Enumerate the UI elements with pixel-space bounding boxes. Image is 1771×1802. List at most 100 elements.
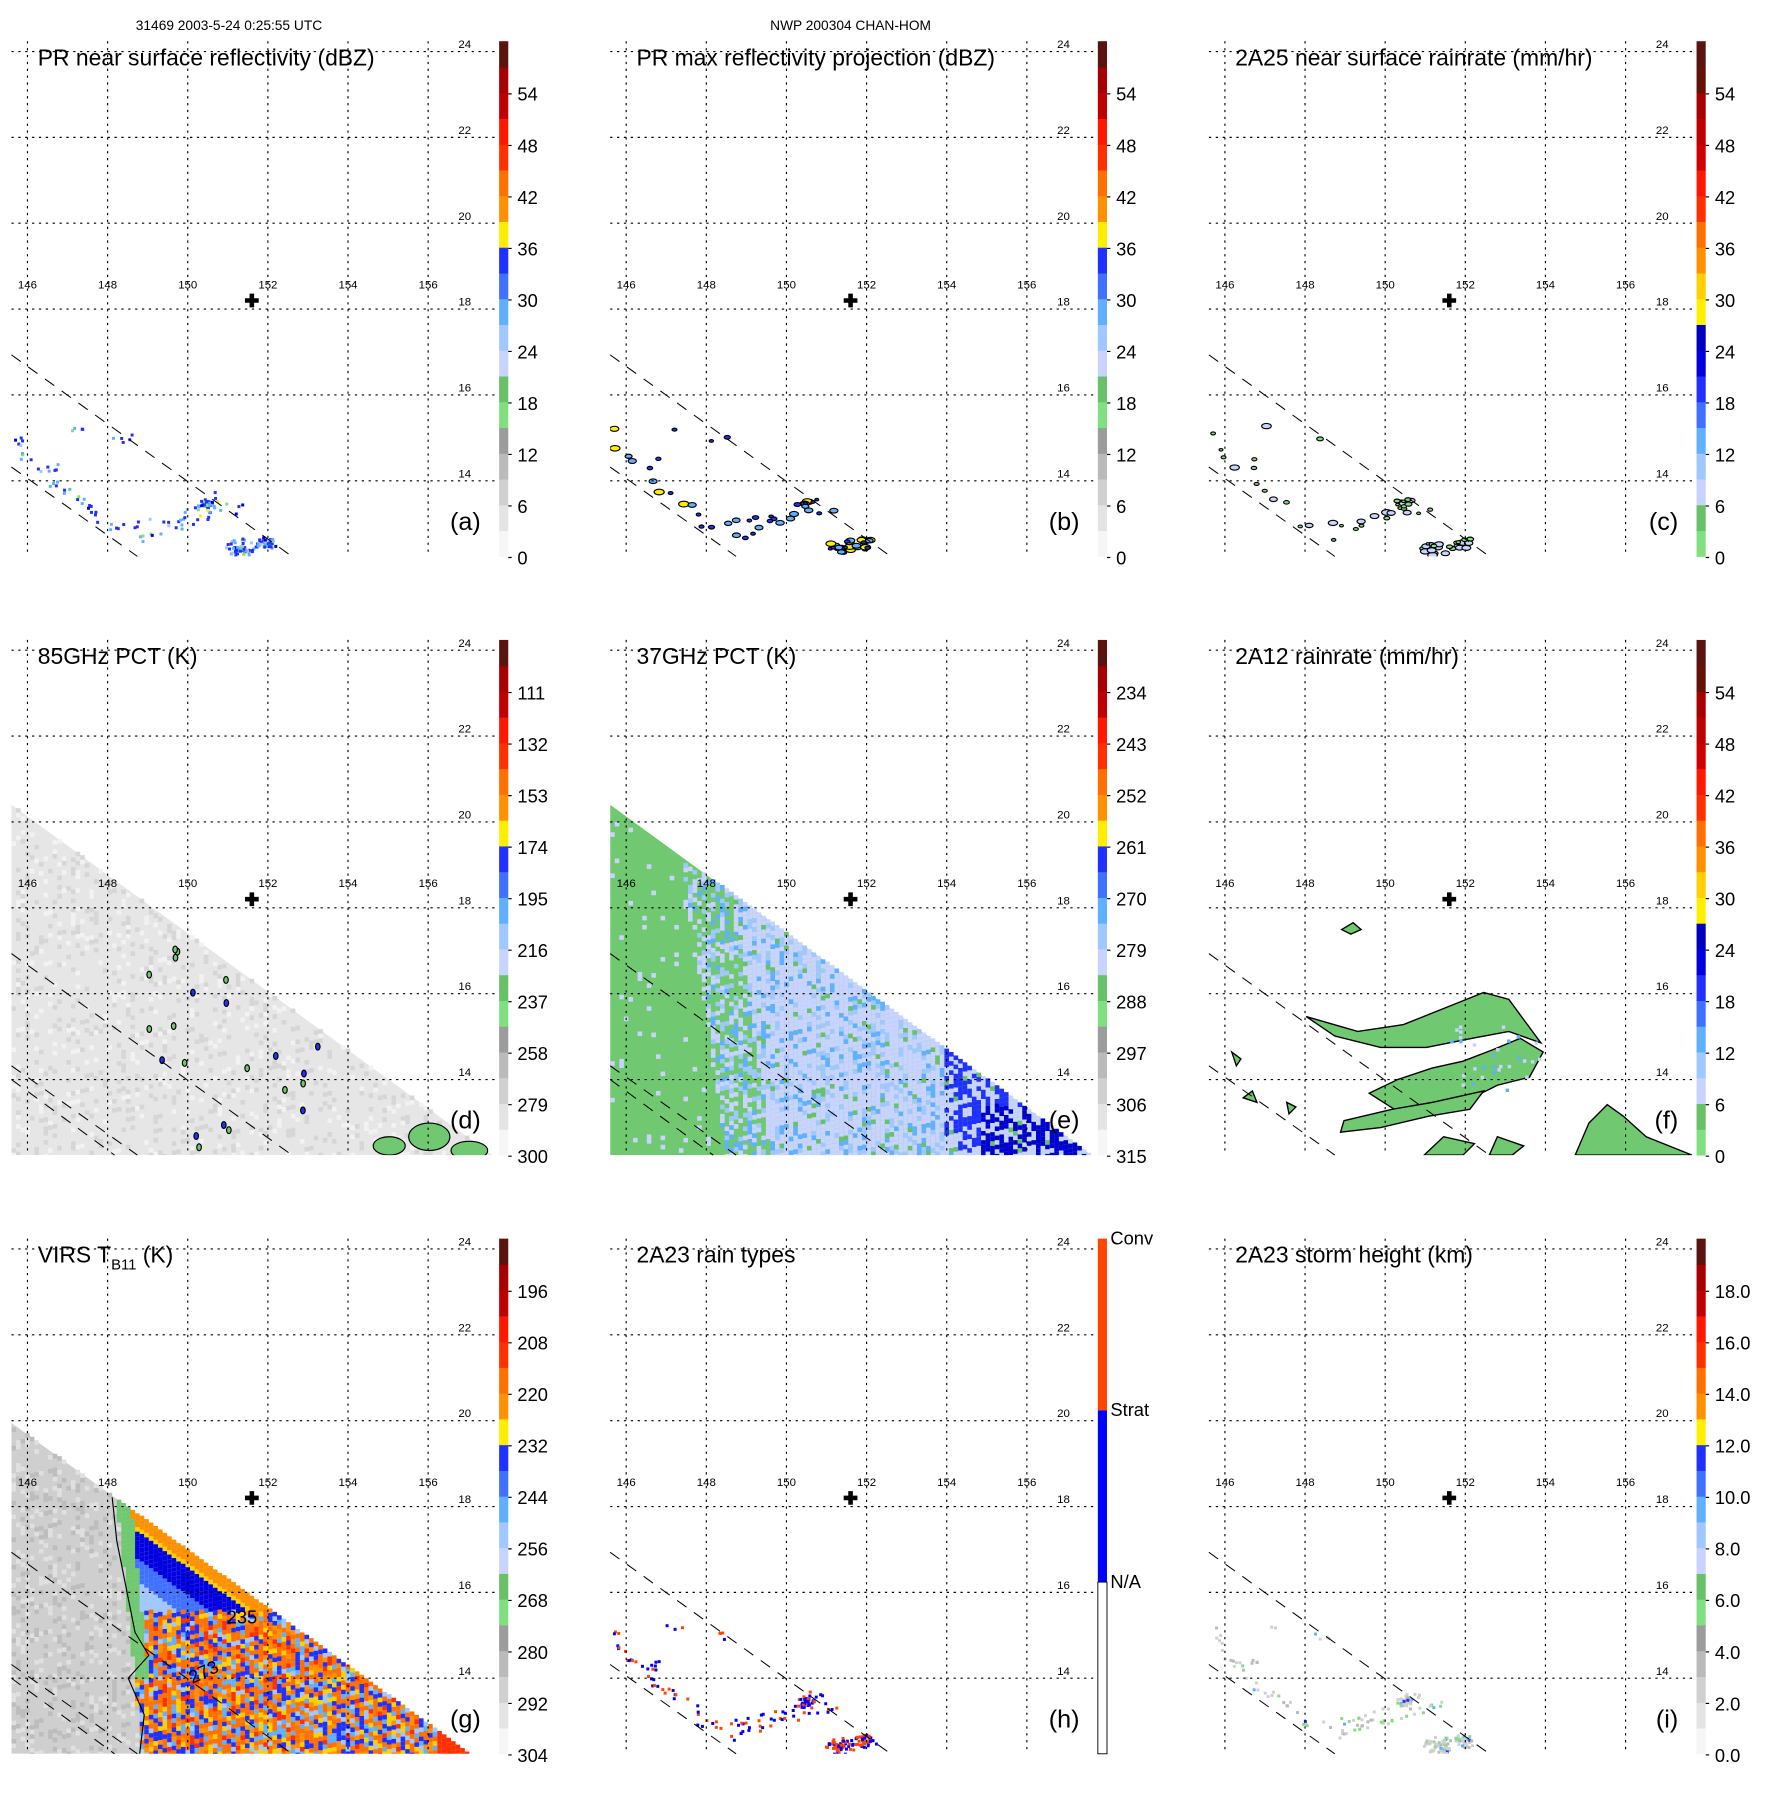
swath-pixel bbox=[729, 951, 734, 956]
swath-pixel bbox=[807, 1073, 812, 1078]
swath-pixel bbox=[871, 1055, 876, 1060]
swath-pixel bbox=[424, 1152, 429, 1157]
swath-pixel bbox=[761, 1044, 766, 1049]
swath-pixel bbox=[213, 962, 218, 967]
swath-pixel bbox=[958, 1059, 963, 1064]
swath-pixel bbox=[254, 1078, 259, 1083]
swath-pixel bbox=[853, 991, 858, 996]
swath-pixel bbox=[798, 988, 803, 993]
swath-pixel bbox=[277, 1109, 282, 1114]
rain-cell-contour bbox=[1270, 497, 1278, 502]
swath-pixel bbox=[1022, 1124, 1027, 1129]
swath-pixel bbox=[222, 1010, 227, 1015]
swath-pixel bbox=[126, 1571, 131, 1576]
colorbar-label: 12 bbox=[1715, 444, 1735, 465]
swath-pixel bbox=[935, 1138, 940, 1143]
swath-pixel bbox=[1036, 1148, 1041, 1153]
swath-pixel bbox=[954, 1065, 959, 1070]
swath-pixel bbox=[954, 1120, 959, 1125]
lat-tick-label: 16 bbox=[1057, 383, 1070, 395]
colorbar-band bbox=[499, 794, 508, 820]
rain-pixel bbox=[55, 484, 58, 487]
swath-pixel bbox=[766, 928, 771, 933]
swath-pixel bbox=[780, 938, 785, 943]
swath-pixel bbox=[802, 1129, 807, 1134]
swath-pixel bbox=[848, 979, 853, 984]
swath-pixel bbox=[1018, 1102, 1023, 1107]
swath-pixel bbox=[213, 1007, 218, 1012]
swath-pixel bbox=[889, 1118, 894, 1123]
swath-pixel bbox=[98, 1564, 103, 1569]
swath-pixel bbox=[89, 1535, 94, 1540]
swath-pixel bbox=[770, 1091, 775, 1096]
swath-pixel bbox=[802, 1028, 807, 1033]
swath-pixel bbox=[766, 1125, 771, 1130]
swath-pixel bbox=[98, 1747, 103, 1752]
swath-pixel bbox=[802, 982, 807, 987]
swath-pixel bbox=[688, 885, 693, 890]
swath-pixel bbox=[44, 1131, 49, 1136]
swath-pixel bbox=[195, 1154, 200, 1159]
swath-pixel bbox=[259, 1068, 264, 1073]
swath-pixel bbox=[871, 1028, 876, 1033]
swath-pixel bbox=[140, 1561, 145, 1566]
swath-pixel bbox=[738, 912, 743, 917]
swath-pixel bbox=[213, 1021, 218, 1026]
swath-pixel bbox=[720, 1054, 725, 1059]
swath-pixel bbox=[688, 903, 693, 908]
swath-pixel bbox=[958, 1146, 963, 1151]
swath-pixel bbox=[793, 1049, 798, 1054]
swath-pixel bbox=[798, 1057, 803, 1062]
swath-pixel bbox=[153, 1613, 158, 1618]
colorbar-band bbox=[1098, 531, 1107, 557]
swath-pixel bbox=[757, 1018, 762, 1023]
swath-pixel bbox=[62, 1624, 67, 1629]
rain-pixel bbox=[1531, 1060, 1534, 1063]
swath-pixel bbox=[163, 1615, 168, 1620]
swath-pixel bbox=[89, 908, 94, 913]
swath-pixel bbox=[775, 1126, 780, 1131]
swath-pixel bbox=[839, 1063, 844, 1068]
swath-pixel bbox=[53, 1577, 58, 1582]
swath-pixel bbox=[332, 1098, 337, 1103]
lon-tick-label: 156 bbox=[419, 279, 438, 291]
swath-pixel bbox=[153, 1618, 158, 1623]
swath-pixel bbox=[894, 1017, 899, 1022]
swath-pixel bbox=[153, 1540, 158, 1545]
swath-pixel bbox=[121, 922, 126, 927]
swath-pixel bbox=[1050, 1134, 1055, 1139]
swath-pixel bbox=[770, 1150, 775, 1155]
swath-pixel bbox=[48, 1496, 53, 1501]
rain-pixel bbox=[131, 434, 134, 437]
swath-pixel bbox=[761, 1108, 766, 1113]
swath-pixel bbox=[766, 924, 771, 929]
swath-pixel bbox=[706, 903, 711, 908]
swath-pixel bbox=[748, 960, 753, 965]
swath-pixel bbox=[844, 1058, 849, 1063]
rain-cell-contour bbox=[1402, 500, 1406, 503]
lat-tick-label: 16 bbox=[1057, 981, 1070, 993]
swath-pixel bbox=[729, 1102, 734, 1107]
swath-pixel bbox=[163, 1647, 168, 1652]
swath-pixel bbox=[812, 1021, 817, 1026]
swath-pixel bbox=[789, 1150, 794, 1155]
swath-pixel bbox=[853, 1106, 858, 1111]
swath-pixel bbox=[903, 1142, 908, 1147]
swath-pixel bbox=[163, 1638, 168, 1643]
swath-pixel bbox=[199, 1038, 204, 1043]
swath-pixel bbox=[89, 1114, 94, 1119]
swath-pixel bbox=[807, 1009, 812, 1014]
swath-pixel bbox=[867, 1153, 872, 1158]
swath-pixel bbox=[986, 1133, 991, 1138]
swath-pixel bbox=[853, 1147, 858, 1152]
swath-pixel bbox=[135, 1587, 140, 1592]
colorbar-band bbox=[1697, 453, 1706, 479]
swath-pixel bbox=[282, 1020, 287, 1025]
swath-pixel bbox=[780, 974, 785, 979]
colorbar-label: 36 bbox=[1116, 238, 1136, 259]
swath-pixel bbox=[752, 1124, 757, 1129]
swath-pixel bbox=[121, 1086, 126, 1091]
swath-pixel bbox=[80, 1528, 85, 1533]
swath-pixel bbox=[121, 1054, 126, 1059]
